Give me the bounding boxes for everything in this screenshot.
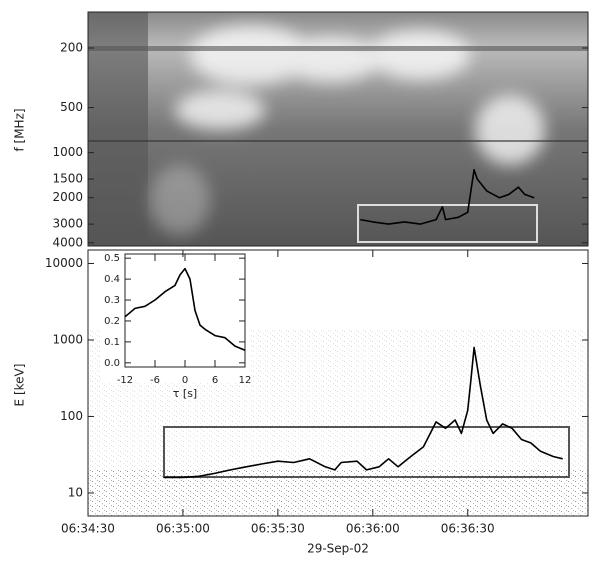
y-tick-label: 10 <box>68 485 83 499</box>
y-tick-label: 0.1 <box>104 337 120 348</box>
spectrogram <box>88 12 588 246</box>
y-tick-label: 1000 <box>52 332 83 346</box>
y-tick-label: 2000 <box>52 190 83 204</box>
y-tick-label: 4000 <box>52 235 83 249</box>
inset-background <box>100 253 250 383</box>
y-tick-label: 0.5 <box>104 253 120 264</box>
y-tick-label: 10000 <box>45 256 83 270</box>
x-tick-label: 6 <box>212 375 218 386</box>
y-axis-title: E [keV] <box>13 364 27 407</box>
highlight-box <box>163 426 570 478</box>
frame <box>87 249 589 517</box>
y-tick-label: 0.0 <box>104 358 120 369</box>
y-tick-label: 1500 <box>52 172 83 186</box>
x-tick-label: 12 <box>239 375 252 386</box>
y-tick-label: 0.2 <box>104 316 120 327</box>
x-tick-label: 06:35:00 <box>156 522 210 536</box>
x-tick-label: 06:35:30 <box>251 522 305 536</box>
y-axis-title: f [MHz] <box>13 108 27 151</box>
x-tick-label: 06:36:30 <box>441 522 495 536</box>
x-axis-title: 29-Sep-02 <box>307 542 369 556</box>
x-tick-label: 06:34:30 <box>61 522 115 536</box>
x-tick-label: 0 <box>182 375 188 386</box>
x-tick-label: 06:36:00 <box>346 522 400 536</box>
frame <box>87 11 589 247</box>
y-tick-label: 0.3 <box>104 295 120 306</box>
data-line <box>360 168 535 225</box>
x-axis-title: τ [s] <box>173 387 197 400</box>
x-tick-label: -6 <box>150 375 160 386</box>
y-tick-label: 1000 <box>52 145 83 159</box>
y-tick-label: 3000 <box>52 217 83 231</box>
y-tick-label: 500 <box>60 100 83 114</box>
y-tick-label: 200 <box>60 40 83 54</box>
x-tick-label: -12 <box>117 375 133 386</box>
data-line <box>124 267 246 352</box>
y-tick-label: 100 <box>60 409 83 423</box>
y-tick-label: 0.4 <box>104 274 120 285</box>
data-line <box>163 346 563 479</box>
highlight-box <box>357 204 538 243</box>
